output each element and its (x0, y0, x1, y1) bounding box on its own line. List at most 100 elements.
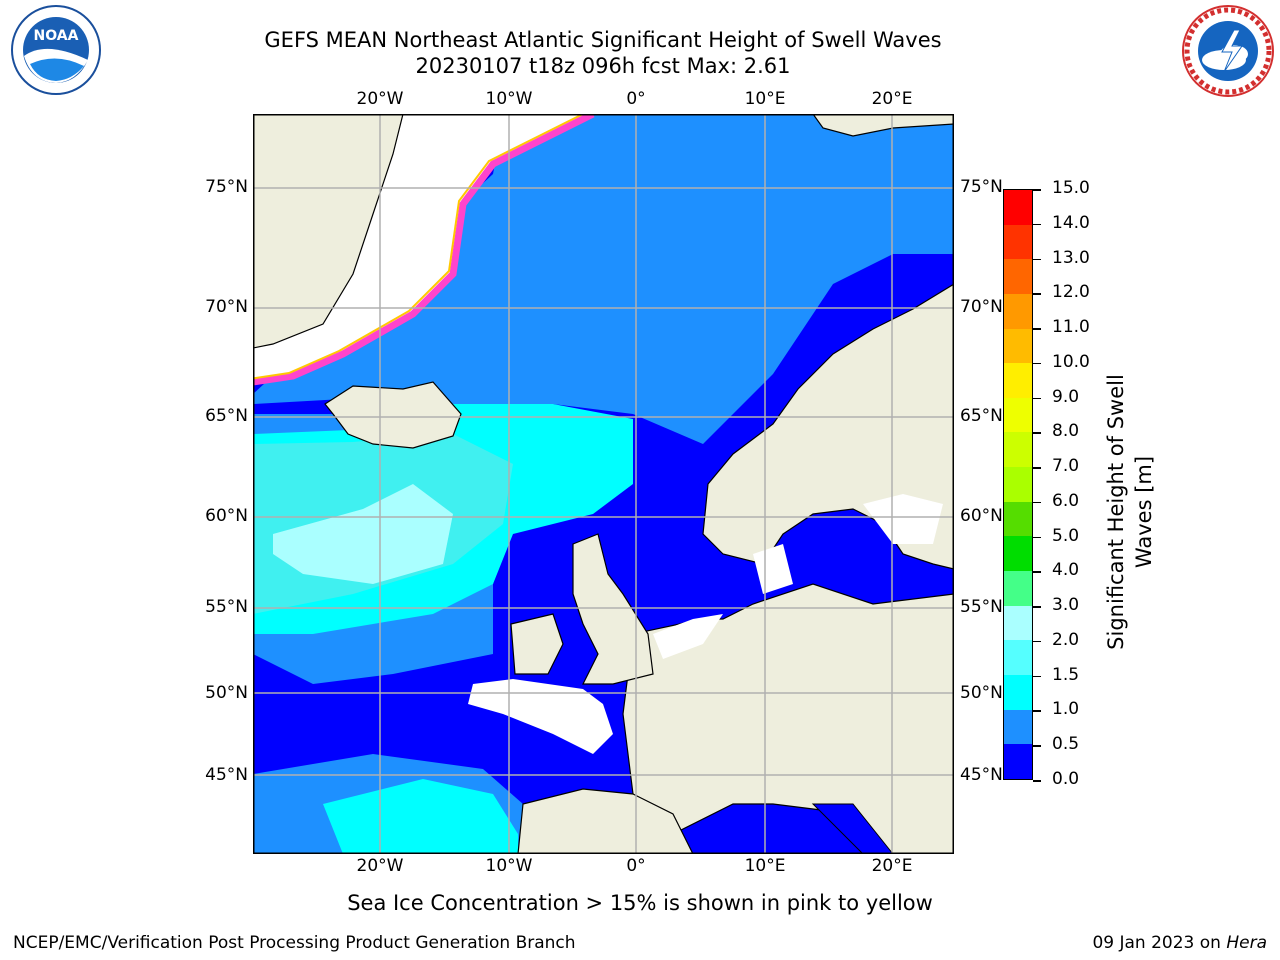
colorbar-tick-label: 10.0 (1052, 351, 1090, 372)
lat-label-left-50: 50°N (205, 683, 248, 703)
colorbar-tick-label: 11.0 (1052, 317, 1090, 338)
colorbar-segment (1004, 328, 1032, 364)
land-britain (572, 533, 654, 685)
colorbar-segment (1004, 605, 1032, 641)
colorbar-tick-mark (1033, 293, 1041, 295)
lon-label-bottom-5: 20°E (871, 856, 913, 876)
colorbar-tick-mark (1033, 432, 1041, 434)
colorbar-tick-label: 12.0 (1052, 282, 1090, 303)
swell-band-2 (273, 484, 453, 584)
lon-label-top-5: 20°E (871, 89, 913, 109)
colorbar-segment (1004, 397, 1032, 433)
colorbar-title: Significant Height of Swell Waves [m] (1104, 374, 1156, 650)
nodata-channel (468, 679, 613, 754)
lon-label-bottom-2: 10°W (485, 856, 533, 876)
lat-label-right-65: 65°N (960, 406, 1003, 426)
colorbar-tick-label: 5.0 (1052, 525, 1080, 546)
lat-label-left-55: 55°N (205, 597, 248, 617)
colorbar-tick-mark (1033, 710, 1041, 712)
colorbar-tick-label: 7.0 (1052, 456, 1080, 477)
colorbar-tick-label: 1.5 (1052, 664, 1080, 685)
colorbar-segment (1004, 744, 1032, 779)
map-panel (248, 110, 955, 855)
colorbar-tick-mark (1033, 223, 1041, 226)
colorbar-segment (1004, 536, 1032, 572)
colorbar-tick-mark (1033, 467, 1041, 469)
lat-label-right-70: 70°N (960, 297, 1003, 317)
lat-label-right-60: 60°N (960, 506, 1003, 526)
colorbar-segment (1004, 640, 1032, 675)
colorbar-tick-label: 15.0 (1052, 178, 1090, 198)
land-greenland (252, 113, 404, 349)
colorbar-tick-label: 4.0 (1052, 560, 1080, 581)
colorbar-segment (1004, 293, 1032, 329)
nodata-bothnia (863, 494, 943, 544)
map-frame (253, 114, 954, 854)
colorbar-tick-label: 3.0 (1052, 595, 1080, 616)
noaa-logo: NOAA (6, 4, 106, 96)
colorbar-segment (1004, 259, 1032, 294)
lon-label-top-4: 10°E (744, 89, 786, 109)
sea-ice-edge (252, 110, 595, 386)
colorbar-segment (1004, 674, 1032, 710)
lat-label-right-75: 75°N (960, 177, 1003, 197)
lon-label-top-3: 0° (626, 89, 646, 109)
lat-label-left-75: 75°N (205, 177, 248, 197)
colorbar-tick-mark (1033, 606, 1041, 608)
footer-machine: Hera (1226, 933, 1267, 953)
colorbar-tick-mark (1033, 397, 1041, 400)
lat-label-right-55: 55°N (960, 597, 1003, 617)
graticule (253, 114, 954, 854)
colorbar-tick-mark (1033, 640, 1041, 643)
colorbar-tick-mark (1033, 362, 1041, 365)
land-ireland (510, 613, 564, 675)
colorbar-segment (1004, 190, 1032, 225)
colorbar-tick-mark (1033, 328, 1041, 330)
svg-text:NOAA: NOAA (34, 28, 79, 44)
chart-title-line1: GEFS MEAN Northeast Atlantic Significant… (264, 28, 942, 52)
colorbar-tick-label: 13.0 (1052, 247, 1090, 268)
chart-title-line2: 20230107 t18z 096h fcst Max: 2.61 (415, 54, 791, 78)
colorbar-tick-label: 14.0 (1052, 212, 1090, 233)
nodata-baltic (753, 544, 793, 594)
colorbar-tick-label: 9.0 (1052, 386, 1080, 407)
colorbar-tick-mark (1033, 501, 1041, 504)
colorbar-tick-mark (1033, 189, 1041, 191)
colorbar-tick-mark (1033, 745, 1041, 747)
nodata-northsea (653, 614, 723, 659)
sea-ice-edge-inner (248, 110, 590, 380)
colorbar-segment (1004, 501, 1032, 537)
colorbar (1003, 189, 1033, 780)
lon-label-bottom-1: 20°W (356, 856, 404, 876)
lat-label-right-50: 50°N (960, 683, 1003, 703)
footer-date-text: 09 Jan 2023 on (1092, 933, 1227, 953)
swell-band-0-5 (253, 114, 954, 444)
lon-label-bottom-4: 10°E (744, 856, 786, 876)
colorbar-segment (1004, 571, 1032, 606)
colorbar-tick-label: 8.0 (1052, 421, 1080, 442)
colorbar-tick-mark (1033, 571, 1041, 573)
colorbar-tick-label: 0.5 (1052, 734, 1080, 755)
colorbar-segment (1004, 709, 1032, 745)
footer-date: 09 Jan 2023 on Hera (1092, 933, 1267, 953)
lon-label-bottom-3: 0° (626, 856, 646, 876)
lon-label-top-1: 20°W (356, 89, 404, 109)
lat-label-left-60: 60°N (205, 506, 248, 526)
map-canvas (248, 110, 955, 855)
colorbar-tick-label: 0.0 (1052, 769, 1080, 789)
land-baltic-water (798, 524, 883, 594)
lon-label-top-2: 10°W (485, 89, 533, 109)
colorbar-segment (1004, 432, 1032, 468)
lat-label-left-45: 45°N (205, 765, 248, 785)
colorbar-tick-label: 6.0 (1052, 490, 1080, 511)
sea-ice-note: Sea Ice Concentration > 15% is shown in … (347, 891, 933, 915)
colorbar-tick-label: 2.0 (1052, 629, 1080, 650)
colorbar-segment (1004, 363, 1032, 398)
colorbar-tick-mark (1033, 780, 1041, 782)
footer-branch: NCEP/EMC/Verification Post Processing Pr… (13, 933, 576, 953)
colorbar-tick-mark (1033, 536, 1041, 539)
colorbar-segment (1004, 467, 1032, 502)
land-iceland (324, 381, 462, 449)
lat-label-left-70: 70°N (205, 297, 248, 317)
colorbar-tick-label: 1.0 (1052, 699, 1080, 720)
